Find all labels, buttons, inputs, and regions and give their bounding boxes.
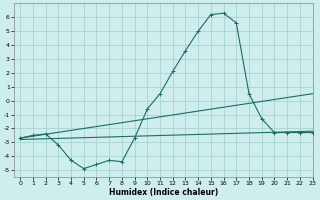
X-axis label: Humidex (Indice chaleur): Humidex (Indice chaleur)	[108, 188, 218, 197]
